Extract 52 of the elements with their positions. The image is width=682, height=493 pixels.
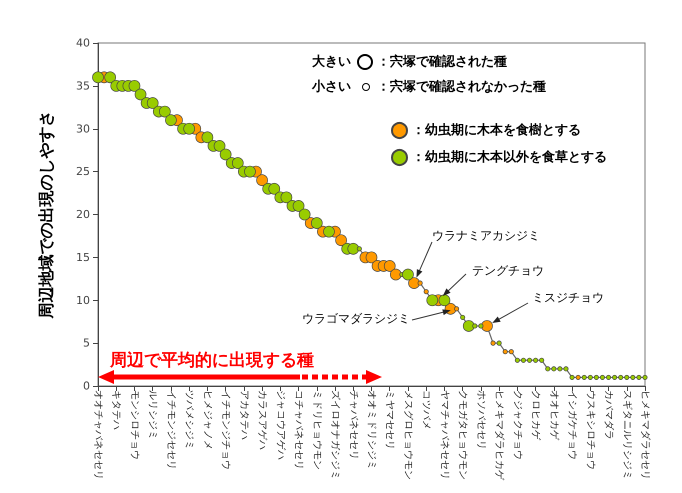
x-tick-label: ヤマチャバネセセリ bbox=[438, 390, 450, 480]
x-tick-label: オオヒカゲ bbox=[548, 390, 560, 441]
x-tick-label: アカタテハ bbox=[238, 390, 250, 440]
x-tick-label: イチモンジセセリ bbox=[165, 390, 176, 470]
x-tick-label: ミヤマセセリ bbox=[384, 390, 396, 450]
y-tick-label: 40 bbox=[76, 36, 90, 50]
legend-label: ：幼虫期に木本以外を食草とする bbox=[412, 150, 607, 165]
x-tick-label: クロヒカゲ bbox=[530, 390, 542, 441]
annotation: ミスジチョウ bbox=[532, 290, 604, 304]
annotation: 小さい bbox=[311, 80, 351, 95]
x-tick-label: カバマダラ bbox=[603, 390, 616, 440]
y-tick-label: 0 bbox=[83, 380, 90, 392]
y-tick-label: 35 bbox=[76, 79, 90, 92]
x-tick-label: ツバメシジミ bbox=[184, 390, 195, 450]
x-tick-label: ヒメキマダラヒカゲ bbox=[494, 390, 506, 481]
y-tick-label: 10 bbox=[76, 294, 90, 307]
annotation: ：宍塚で確認されなかった種 bbox=[377, 78, 546, 95]
x-tick-label: オオチャバネセセリ bbox=[92, 390, 104, 480]
x-tick-label: コツバメ bbox=[420, 390, 432, 430]
annotation: 周辺で平均的に出現する種 bbox=[109, 350, 314, 371]
annotation: ウラゴマダラシジミ bbox=[302, 311, 410, 326]
x-tick-label: イシガケチョウ bbox=[566, 390, 578, 460]
x-tick-label: イチモンジチョウ bbox=[220, 390, 232, 470]
x-tick-label: ズイロオナガシジミ bbox=[330, 390, 342, 480]
x-tick-label: キタテハ bbox=[110, 390, 122, 430]
annotation: 大きい bbox=[312, 54, 351, 70]
y-tick-label: 20 bbox=[76, 208, 90, 221]
x-tick-label: クモガタヒョウモン bbox=[457, 390, 468, 480]
y-tick-label: 30 bbox=[76, 122, 90, 136]
x-tick-label: オオミドリシジミ bbox=[366, 390, 377, 470]
x-tick-label: ヒメジャノメ bbox=[202, 390, 213, 450]
y-axis-title: 周辺地域での出現のしやすさ bbox=[36, 110, 56, 320]
legend-label: ：幼虫期に木本を食樹とする bbox=[412, 123, 581, 138]
annotation: テングチョウ bbox=[472, 263, 544, 278]
y-tick-label: 5 bbox=[83, 336, 90, 350]
y-tick-label: 15 bbox=[76, 250, 90, 264]
x-tick-label: チャバネセセリ bbox=[348, 390, 359, 460]
y-tick-label: 25 bbox=[76, 165, 90, 178]
x-tick-label: ジャコウアゲハ bbox=[274, 390, 286, 460]
x-tick-label: カラスアゲハ bbox=[256, 390, 268, 450]
annotation: ：宍塚で確認された種 bbox=[377, 54, 507, 70]
x-tick-label: ヒメキマダラセセリ bbox=[640, 390, 652, 480]
x-tick-label: メスグロヒョウモン bbox=[402, 390, 414, 480]
x-tick-label: ホソバセセリ bbox=[475, 390, 486, 450]
x-tick-label: クジャクチョウ bbox=[512, 390, 523, 460]
x-tick-label: コチャバネセセリ bbox=[293, 390, 304, 470]
x-tick-label: ルリシジミ bbox=[147, 390, 158, 440]
x-tick-label: モンシロチョウ bbox=[128, 390, 140, 460]
x-tick-label: スギタニルリシジミ bbox=[621, 390, 634, 480]
x-tick-label: ミドリヒョウモン bbox=[311, 390, 322, 470]
annotation: ウラナミアカシジミ bbox=[432, 228, 540, 242]
x-tick-label: ウスキシロチョウ bbox=[584, 390, 596, 470]
